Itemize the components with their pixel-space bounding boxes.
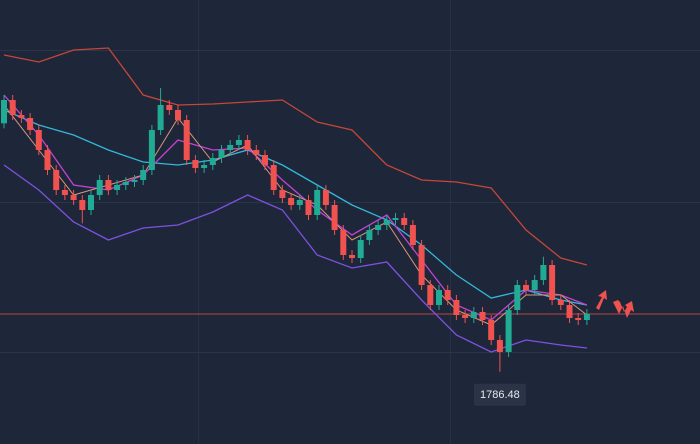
candle-body <box>514 285 521 310</box>
indicator-line <box>3 47 588 266</box>
candle-body <box>227 145 234 150</box>
candle-body <box>96 180 103 195</box>
candle-body <box>383 220 390 225</box>
candle-body <box>35 130 42 150</box>
candle-body <box>418 245 425 285</box>
candle-body <box>175 110 181 120</box>
indicator-line <box>3 109 588 306</box>
candle-body <box>531 280 538 290</box>
candle-body <box>583 314 590 320</box>
candle-body <box>557 300 564 305</box>
candle-body <box>140 170 147 180</box>
candle-body <box>53 170 60 190</box>
candle-body <box>44 150 51 170</box>
candle-body <box>61 190 68 195</box>
candle-body <box>79 200 86 210</box>
candle-body <box>523 285 529 290</box>
candle-body <box>488 320 495 340</box>
candle-body <box>209 158 216 165</box>
candle-body <box>349 255 355 258</box>
candle-body <box>1 100 7 124</box>
candle-body <box>105 180 112 190</box>
candle-body <box>18 115 25 118</box>
candle-body <box>540 265 547 280</box>
candle-body <box>305 200 312 215</box>
candle-body <box>470 312 477 318</box>
candle-body <box>148 130 155 170</box>
candle-body <box>331 205 338 230</box>
candle-body <box>88 195 94 210</box>
candle-body <box>505 310 512 352</box>
candle-body <box>253 150 260 155</box>
candle-body <box>366 230 373 240</box>
candle-body <box>70 195 77 200</box>
candle-body <box>122 182 129 185</box>
candle-body <box>131 180 138 182</box>
candle-body <box>218 150 225 158</box>
low-label-box <box>473 383 526 406</box>
candle-body <box>192 160 199 168</box>
candle-body <box>566 305 573 318</box>
candle-body <box>401 218 408 225</box>
marks: 1786.48 <box>0 47 700 406</box>
candle-body <box>235 140 242 145</box>
candle-body <box>436 290 442 305</box>
candle-body <box>453 300 460 315</box>
candle-body <box>244 140 251 150</box>
candle-body <box>575 318 582 320</box>
candle-body <box>322 190 329 205</box>
candle-body <box>279 190 286 198</box>
low-label: 1786.48 <box>480 389 520 401</box>
candle-body <box>27 118 34 130</box>
candle-body <box>314 190 321 215</box>
candle-body <box>183 120 190 160</box>
candle-body <box>392 218 399 220</box>
candle-body <box>9 100 16 115</box>
up-arrow <box>596 290 607 310</box>
candle-body <box>479 312 486 320</box>
candle-body <box>296 200 303 205</box>
candle-body <box>288 198 295 205</box>
candle-body <box>375 225 382 230</box>
candle-body <box>549 265 556 300</box>
candle-body <box>462 315 469 318</box>
candle-body <box>166 105 173 110</box>
candle-body <box>201 165 208 168</box>
candle-body <box>427 285 434 305</box>
candle-body <box>270 165 277 190</box>
candle-body <box>409 225 416 245</box>
zigzag-arrow <box>613 300 634 318</box>
candle-body <box>157 105 164 130</box>
candle-body <box>114 185 121 190</box>
candle-body <box>444 290 451 300</box>
candle-body <box>262 155 268 165</box>
candle-body <box>357 240 364 258</box>
candle-body <box>340 230 347 255</box>
candle-body <box>496 340 503 352</box>
